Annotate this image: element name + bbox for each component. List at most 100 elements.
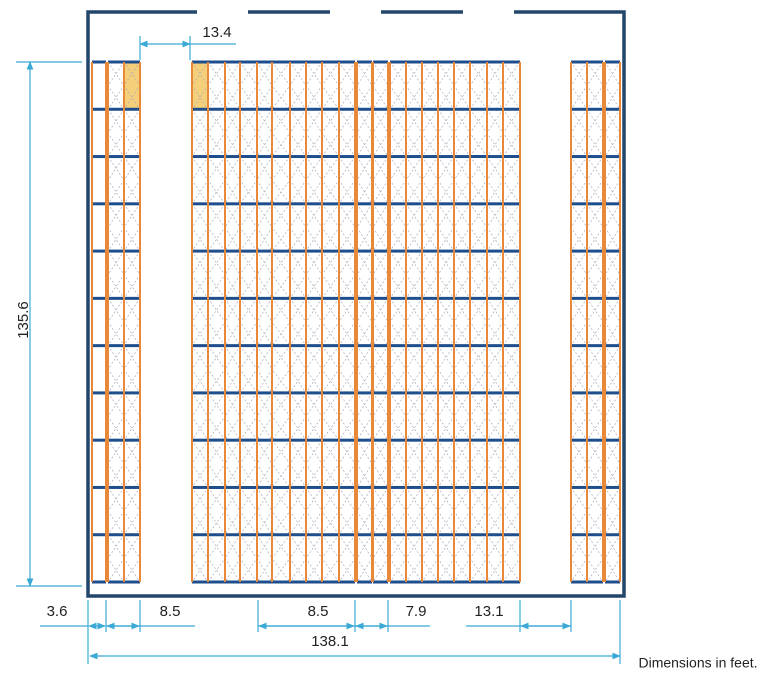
bracing	[421, 534, 439, 583]
bracing	[453, 156, 471, 205]
bracing	[405, 203, 423, 252]
bracing	[356, 487, 373, 535]
bracing	[224, 392, 241, 441]
bracing	[207, 203, 226, 252]
bracing	[271, 250, 291, 299]
bracing	[338, 156, 356, 205]
bracing	[453, 439, 471, 488]
bracing	[469, 61, 488, 110]
bracing	[437, 109, 455, 157]
bracing	[271, 298, 291, 346]
bracing	[372, 392, 389, 441]
bracing	[338, 109, 356, 157]
bracing	[239, 392, 258, 441]
bracing	[207, 156, 226, 205]
bracing	[191, 109, 209, 157]
bracing	[469, 439, 488, 488]
bracing	[271, 392, 291, 441]
bracing	[437, 487, 455, 535]
bracing	[256, 439, 273, 488]
bracing	[289, 61, 307, 110]
bracing	[271, 487, 291, 535]
bracing	[123, 203, 141, 252]
bracing	[437, 439, 455, 488]
bracing	[191, 534, 209, 583]
bracing	[372, 109, 389, 157]
bracing	[586, 298, 604, 346]
bracing	[453, 109, 471, 157]
bracing	[321, 487, 340, 535]
bracing	[107, 487, 125, 535]
bracing	[271, 534, 291, 583]
aisle-label: 13.4	[202, 24, 231, 41]
bracing	[586, 487, 604, 535]
bracing	[256, 250, 273, 299]
bracing	[469, 392, 488, 441]
bracing	[338, 298, 356, 346]
bracing	[586, 439, 604, 488]
bracing	[356, 345, 373, 394]
bracing	[224, 439, 241, 488]
bracing	[289, 439, 307, 488]
bracing	[469, 250, 488, 299]
bracing	[389, 392, 407, 441]
bracing	[289, 345, 307, 394]
bracing	[586, 392, 604, 441]
bracing	[107, 156, 125, 205]
bracing	[405, 109, 423, 157]
bracing	[453, 487, 471, 535]
bracing	[305, 156, 323, 205]
bracing	[453, 298, 471, 346]
bracing	[356, 439, 373, 488]
bracing	[207, 61, 226, 110]
bracing	[239, 203, 258, 252]
bracing	[486, 109, 504, 157]
bracing	[207, 250, 226, 299]
bracing	[321, 250, 340, 299]
bracing	[321, 345, 340, 394]
bracing	[224, 156, 241, 205]
bracing	[338, 250, 356, 299]
bracing	[486, 487, 504, 535]
bracing	[305, 345, 323, 394]
bracing	[405, 156, 423, 205]
bracing	[604, 534, 621, 583]
bracing	[256, 109, 273, 157]
bracing	[486, 439, 504, 488]
bracing	[469, 534, 488, 583]
bracing	[570, 487, 588, 535]
bracing	[289, 156, 307, 205]
bracing	[256, 534, 273, 583]
bracing	[421, 156, 439, 205]
bracing	[389, 109, 407, 157]
bracing	[239, 534, 258, 583]
bracing	[469, 109, 488, 157]
bracing	[570, 298, 588, 346]
bracing	[604, 109, 621, 157]
bracing	[570, 61, 588, 110]
bracing	[502, 203, 521, 252]
bracing	[224, 250, 241, 299]
bracing	[570, 439, 588, 488]
bracing	[321, 109, 340, 157]
bracing	[191, 392, 209, 441]
bracing	[570, 345, 588, 394]
bracing	[453, 61, 471, 110]
bracing	[191, 439, 209, 488]
bracing	[405, 298, 423, 346]
bracing	[107, 61, 125, 110]
bracing	[453, 203, 471, 252]
bracing	[123, 156, 141, 205]
bracing	[207, 487, 226, 535]
bracing	[321, 203, 340, 252]
bracing	[586, 109, 604, 157]
bracing	[586, 345, 604, 394]
bracing	[289, 203, 307, 252]
bracing	[123, 345, 141, 394]
bracing	[453, 534, 471, 583]
bracing	[356, 534, 373, 583]
bracing	[372, 298, 389, 346]
bracing	[405, 534, 423, 583]
bracing	[502, 156, 521, 205]
